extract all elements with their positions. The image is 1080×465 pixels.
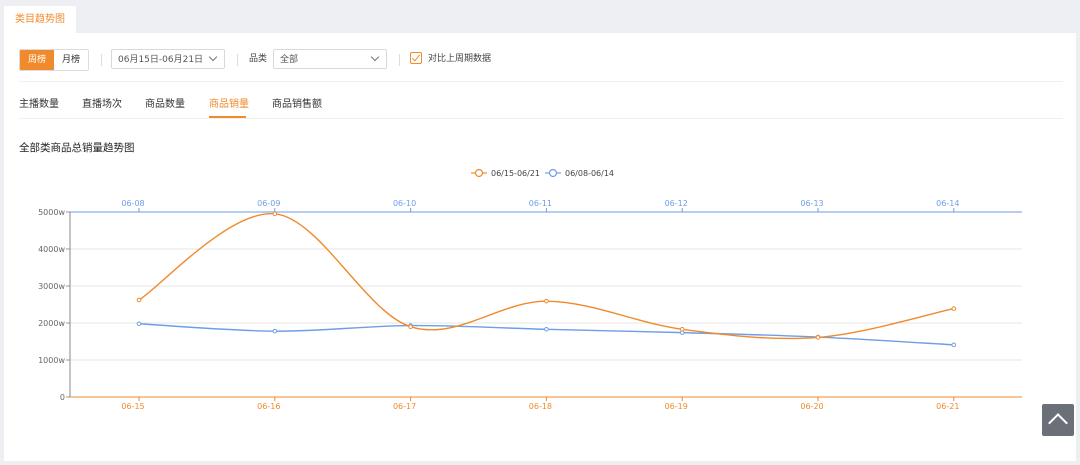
x-bottom-tick-label: 06-21 xyxy=(936,402,959,411)
x-top-tick-label: 06-14 xyxy=(936,199,959,208)
legend-label-current: 06/15-06/21 xyxy=(491,169,540,178)
x-top-tick-label: 06-09 xyxy=(257,199,280,208)
x-top-tick-label: 06-12 xyxy=(665,199,688,208)
x-top-tick-label: 06-11 xyxy=(529,199,552,208)
x-bottom-tick-label: 06-19 xyxy=(665,402,688,411)
x-top-tick-label: 06-08 xyxy=(121,199,144,208)
series-line-previous xyxy=(138,323,954,346)
x-top-tick-label: 06-13 xyxy=(800,199,823,208)
metric-tab-sessions[interactable]: 直播场次 xyxy=(82,99,122,110)
divider xyxy=(19,81,1063,82)
data-point xyxy=(951,342,957,348)
metric-tab-anchors[interactable]: 主播数量 xyxy=(19,99,59,110)
divider xyxy=(19,118,1063,119)
x-bottom-tick-label: 06-20 xyxy=(800,402,823,411)
data-point xyxy=(951,306,957,311)
data-point xyxy=(679,326,685,332)
legend-label-previous: 06/08-06/14 xyxy=(565,169,614,178)
x-bottom-tick-label: 06-18 xyxy=(529,402,552,411)
date-range-value: 06月15日-06月21日 xyxy=(118,55,204,65)
x-top-tick-label: 06-10 xyxy=(393,199,416,208)
y-tick-label: 5000w xyxy=(38,208,65,217)
data-point xyxy=(815,335,821,340)
legend-marker-current xyxy=(474,168,484,178)
data-point xyxy=(272,328,278,334)
x-bottom-tick-label: 06-16 xyxy=(257,402,280,411)
period-toggle: 周榜 月榜 xyxy=(19,49,89,71)
data-point xyxy=(136,297,142,303)
chart-title: 全部类商品总销量趋势图 xyxy=(19,142,135,154)
filter-bar: 周榜 月榜 06月15日-06月21日 品类 全部 对比上周期数据 xyxy=(19,49,1069,71)
data-point xyxy=(408,324,413,330)
y-tick-label: 3000w xyxy=(38,282,65,291)
date-range-select[interactable]: 06月15日-06月21日 xyxy=(111,49,225,69)
series-line-current xyxy=(138,213,954,340)
y-tick-label: 2000w xyxy=(38,319,65,328)
compare-checkbox[interactable] xyxy=(410,52,422,64)
metric-tab-sales-volume[interactable]: 商品销量 xyxy=(209,99,249,110)
x-bottom-tick-label: 06-15 xyxy=(121,402,144,411)
data-point xyxy=(544,298,549,304)
data-point xyxy=(272,211,278,217)
data-point xyxy=(544,326,549,332)
main-panel: 周榜 月榜 06月15日-06月21日 品类 全部 对比上周期数据 主播数量 直… xyxy=(4,33,1076,461)
x-bottom-tick-label: 06-17 xyxy=(393,402,416,411)
metric-tab-sales-amount[interactable]: 商品销售额 xyxy=(272,99,322,110)
metric-tab-products[interactable]: 商品数量 xyxy=(145,99,185,110)
compare-label[interactable]: 对比上周期数据 xyxy=(428,54,492,64)
y-tick-label: 0 xyxy=(60,393,65,402)
category-value: 全部 xyxy=(280,55,299,65)
y-tick-label: 4000w xyxy=(38,245,65,254)
period-tab-weekly[interactable]: 周榜 xyxy=(20,50,54,70)
divider xyxy=(399,54,400,66)
category-label: 品类 xyxy=(249,54,268,64)
chevron-up-icon xyxy=(1048,413,1068,433)
back-to-top-button[interactable] xyxy=(1042,404,1074,436)
top-tab-bar: 类目趋势图 xyxy=(0,0,1080,33)
y-tick-label: 1000w xyxy=(38,356,65,365)
legend-marker-previous xyxy=(548,168,558,178)
divider xyxy=(101,54,102,66)
tab-category-trend[interactable]: 类目趋势图 xyxy=(4,6,76,33)
period-tab-monthly[interactable]: 月榜 xyxy=(54,50,88,70)
active-tab-indicator xyxy=(209,116,246,118)
category-select[interactable]: 全部 xyxy=(273,49,387,69)
data-point xyxy=(136,321,142,327)
divider xyxy=(237,54,238,66)
